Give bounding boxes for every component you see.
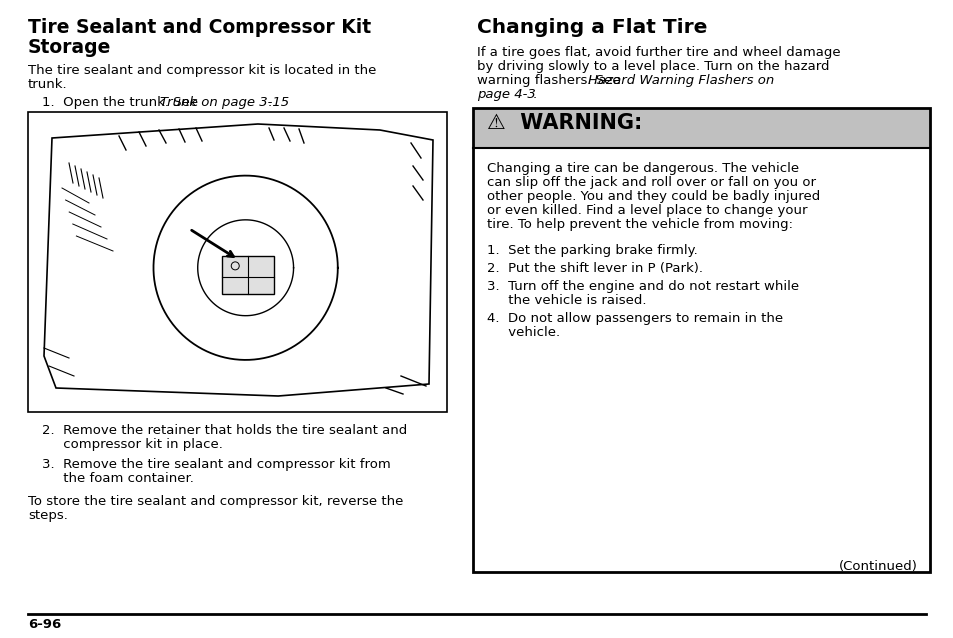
Text: 3.  Turn off the engine and do not restart while: 3. Turn off the engine and do not restar…: [486, 280, 799, 293]
Text: 6-96: 6-96: [28, 618, 61, 631]
Text: .: .: [268, 96, 272, 109]
Text: or even killed. Find a level place to change your: or even killed. Find a level place to ch…: [486, 204, 806, 217]
Bar: [222, 256, 274, 294]
Text: 4.  Do not allow passengers to remain in the: 4. Do not allow passengers to remain in …: [486, 312, 782, 325]
Text: .: .: [533, 88, 537, 101]
Text: can slip off the jack and roll over or fall on you or: can slip off the jack and roll over or f…: [486, 176, 815, 189]
Text: by driving slowly to a level place. Turn on the hazard: by driving slowly to a level place. Turn…: [476, 60, 828, 73]
Text: compressor kit in place.: compressor kit in place.: [42, 438, 223, 451]
Bar: [473, 108, 929, 572]
Text: 1.  Open the trunk. See: 1. Open the trunk. See: [42, 96, 202, 109]
Bar: [473, 108, 929, 148]
Text: page 4-3: page 4-3: [476, 88, 536, 101]
Text: 3.  Remove the tire sealant and compressor kit from: 3. Remove the tire sealant and compresso…: [42, 458, 391, 471]
Text: tire. To help prevent the vehicle from moving:: tire. To help prevent the vehicle from m…: [486, 218, 792, 231]
Text: the foam container.: the foam container.: [42, 472, 193, 485]
Text: trunk.: trunk.: [28, 78, 68, 91]
Text: the vehicle is raised.: the vehicle is raised.: [486, 294, 646, 307]
Text: Changing a tire can be dangerous. The vehicle: Changing a tire can be dangerous. The ve…: [486, 162, 799, 175]
Text: Storage: Storage: [28, 38, 112, 57]
Text: Hazard Warning Flashers on: Hazard Warning Flashers on: [587, 74, 774, 87]
Text: If a tire goes flat, avoid further tire and wheel damage: If a tire goes flat, avoid further tire …: [476, 46, 840, 59]
Text: 2.  Put the shift lever in P (Park).: 2. Put the shift lever in P (Park).: [486, 262, 702, 275]
Text: Changing a Flat Tire: Changing a Flat Tire: [476, 18, 706, 37]
Text: The tire sealant and compressor kit is located in the: The tire sealant and compressor kit is l…: [28, 64, 376, 77]
Text: 1.  Set the parking brake firmly.: 1. Set the parking brake firmly.: [486, 244, 697, 257]
Text: 2.  Remove the retainer that holds the tire sealant and: 2. Remove the retainer that holds the ti…: [42, 424, 407, 437]
Text: warning flashers. See: warning flashers. See: [476, 74, 624, 87]
Text: steps.: steps.: [28, 509, 68, 522]
Bar: [28, 112, 447, 412]
Text: other people. You and they could be badly injured: other people. You and they could be badl…: [486, 190, 820, 203]
Text: Trunk on page 3-15: Trunk on page 3-15: [160, 96, 289, 109]
Text: ⚠  WARNING:: ⚠ WARNING:: [486, 113, 641, 133]
Text: Tire Sealant and Compressor Kit: Tire Sealant and Compressor Kit: [28, 18, 371, 37]
Text: To store the tire sealant and compressor kit, reverse the: To store the tire sealant and compressor…: [28, 495, 403, 508]
Text: vehicle.: vehicle.: [486, 326, 559, 339]
Text: (Continued): (Continued): [839, 560, 917, 573]
